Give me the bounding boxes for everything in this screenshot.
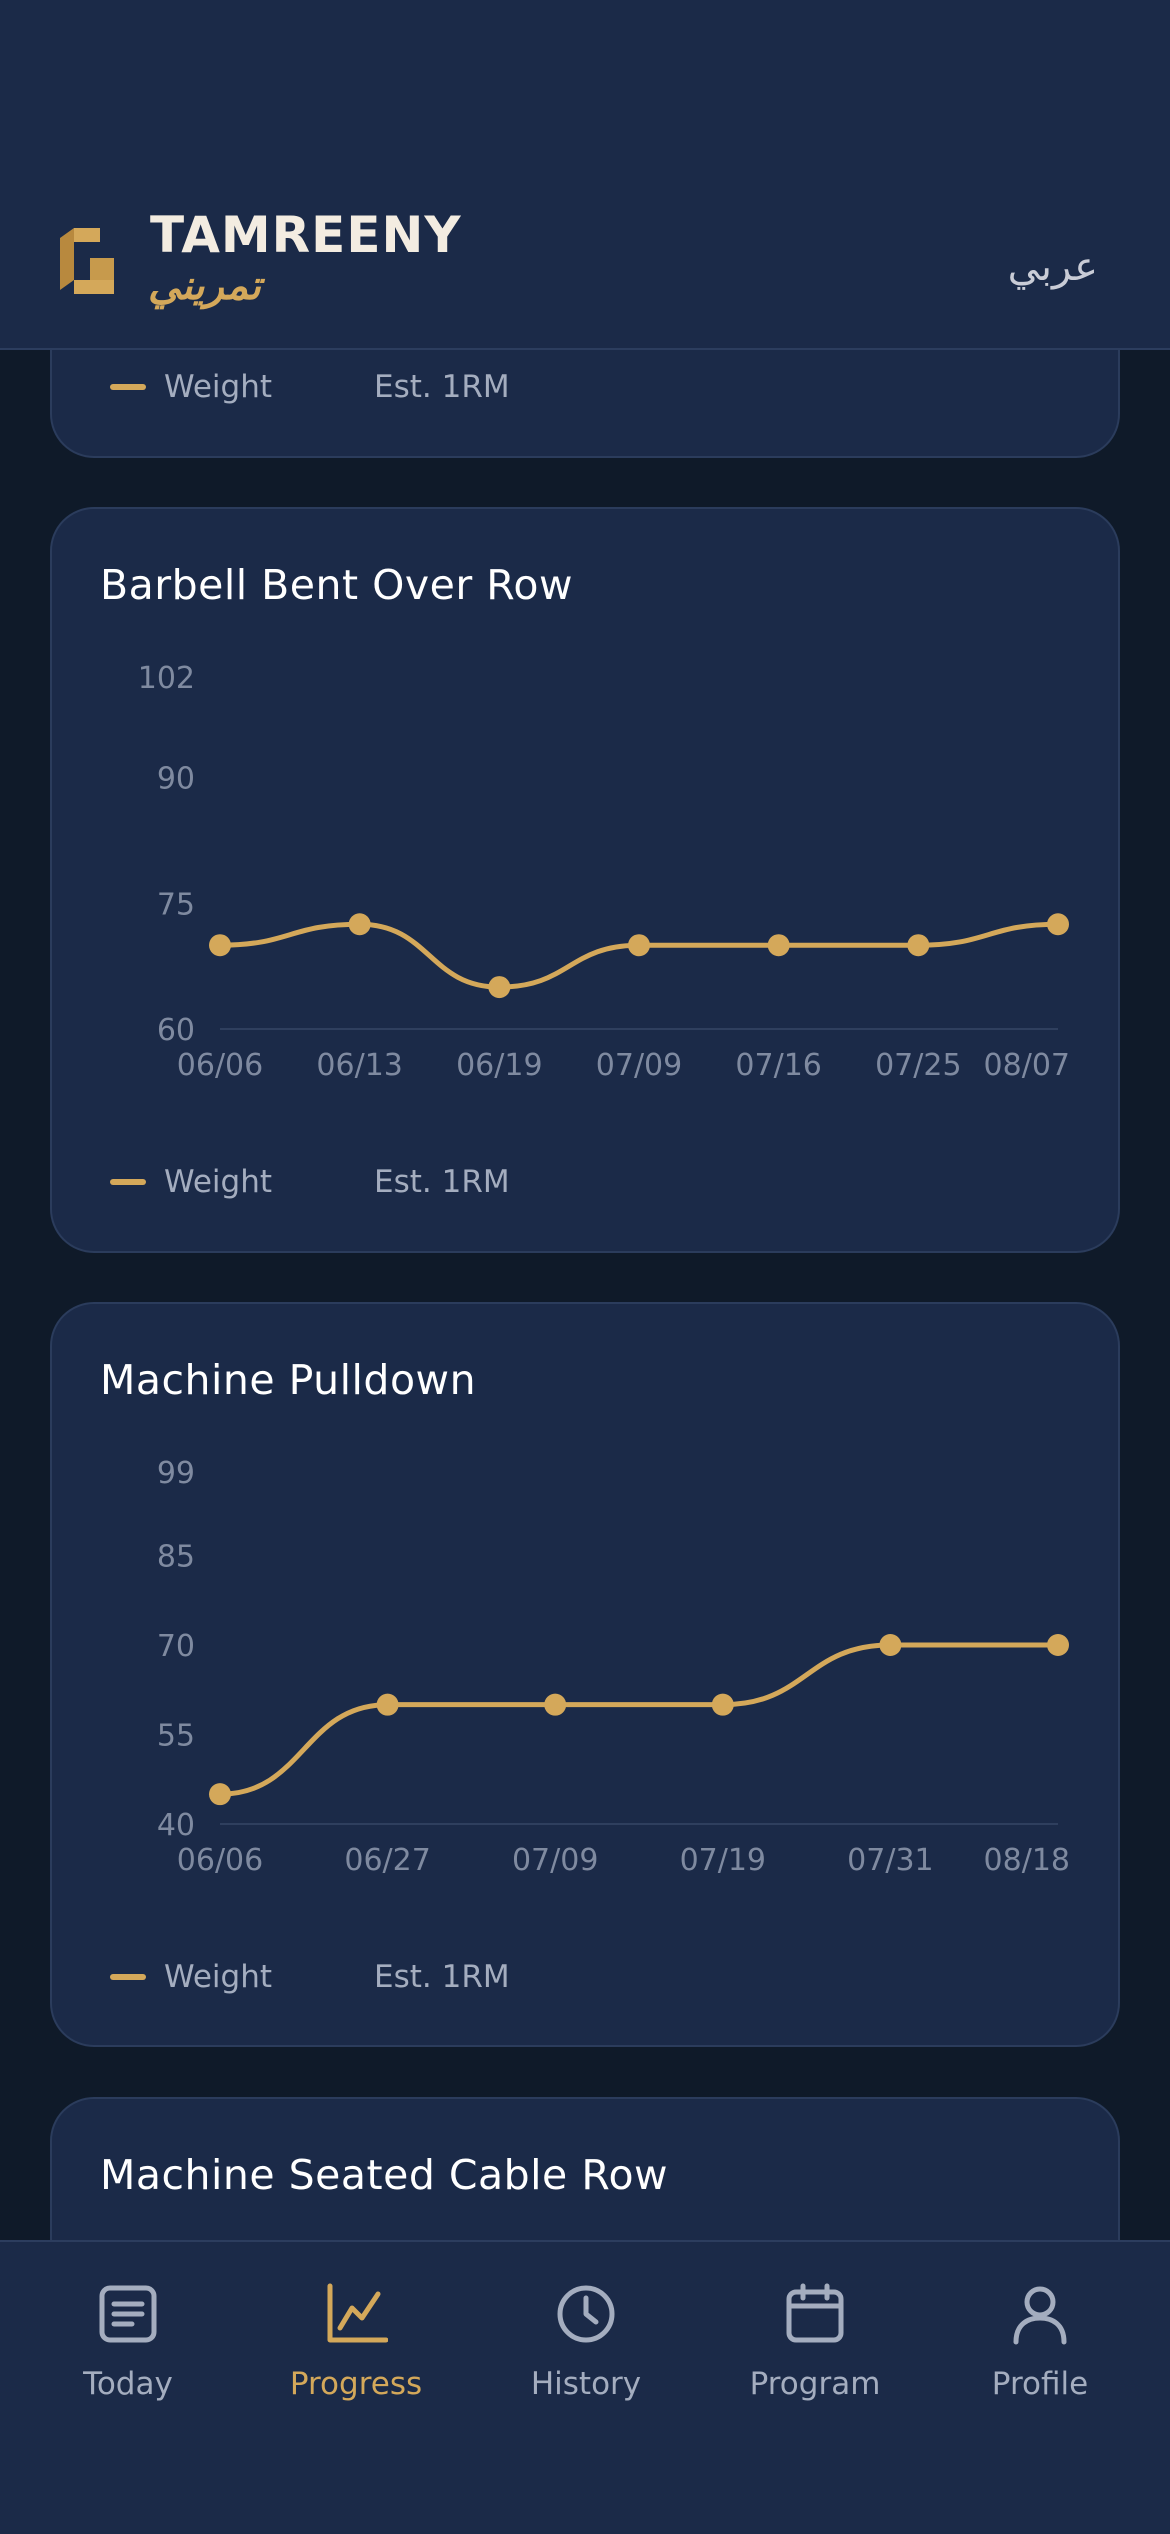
x-tick-label: 08/07 [984, 1048, 1070, 1083]
x-tick-label: 07/16 [735, 1048, 821, 1083]
legend-weight-label: Weight [164, 1164, 273, 1200]
x-tick-label: 07/09 [512, 1843, 598, 1878]
nav-progress[interactable]: Progress [266, 2282, 446, 2402]
data-point [711, 1693, 734, 1716]
x-tick-label: 06/27 [344, 1843, 430, 1878]
data-point [1047, 913, 1069, 936]
y-tick-label: 85 [157, 1540, 195, 1575]
nav-today[interactable]: Today [38, 2282, 218, 2402]
x-tick-label: 07/09 [596, 1048, 682, 1083]
x-tick-label: 07/31 [847, 1843, 933, 1878]
nav-label: History [530, 2366, 642, 2402]
data-point [209, 934, 231, 957]
x-tick-label: 06/06 [177, 1048, 263, 1083]
data-point [488, 976, 511, 999]
legend-est1rm-label: Est. 1RM [374, 369, 510, 405]
legend-weight-label: Weight [164, 369, 273, 405]
card-title: Machine Seated Cable Row [100, 2151, 669, 2199]
nav-label: Progress [289, 2366, 423, 2402]
nav-label: Program [749, 2366, 881, 2402]
calendar-icon [786, 2283, 844, 2343]
y-tick-label: 55 [157, 1719, 195, 1754]
brand-name: TAMREENY [150, 206, 462, 264]
legend-weight-swatch [110, 1974, 146, 1980]
chart-legend: Weight Est. 1RM [110, 1952, 510, 2002]
x-tick-label: 07/25 [875, 1048, 961, 1083]
y-tick-label: 70 [157, 1629, 195, 1664]
data-point [209, 1783, 231, 1806]
nav-history[interactable]: History [496, 2282, 676, 2402]
user-icon [1013, 2286, 1067, 2345]
data-point [879, 1634, 902, 1657]
data-point [348, 913, 371, 936]
data-point [376, 1693, 399, 1716]
brand-name-arabic: تمريني [148, 262, 261, 309]
chart-legend: Weight Est. 1RM [110, 1157, 510, 1207]
x-tick-label: 07/19 [680, 1843, 766, 1878]
bottom-navigation: Today Progress History Program Profile [0, 2240, 1170, 2534]
nav-profile[interactable]: Profile [950, 2282, 1130, 2402]
x-tick-label: 06/19 [456, 1048, 542, 1083]
app-header: TAMREENY تمريني عربي [0, 0, 1170, 350]
chart-legend: Weight Est. 1RM [110, 362, 510, 412]
exercise-card-barbell-bent-over-row: Barbell Bent Over Row 60 75 90 102 06/06 06/1… [50, 507, 1120, 1253]
legend-est1rm-label: Est. 1RM [374, 1164, 510, 1200]
data-point [628, 934, 650, 957]
nav-label: Profile [991, 2366, 1089, 2402]
y-tick-label: 60 [157, 1013, 195, 1048]
legend-weight-label: Weight [164, 1959, 273, 1995]
x-tick-label: 06/06 [177, 1843, 263, 1878]
nav-label: Today [83, 2366, 173, 2402]
exercise-card-machine-pulldown: Machine Pulldown 40 55 70 85 99 06/06 06/27 07/… [50, 1302, 1120, 2047]
language-toggle[interactable]: عربي [1007, 244, 1098, 290]
y-tick-label: 75 [157, 887, 195, 922]
x-tick-label: 08/18 [984, 1843, 1070, 1878]
card-title: Machine Pulldown [100, 1356, 477, 1404]
data-point [544, 1693, 567, 1716]
series-line-weight [219, 1642, 1058, 1797]
today-icon [99, 2285, 157, 2343]
y-tick-label: 102 [138, 661, 195, 696]
data-point [1047, 1634, 1069, 1657]
x-tick-label: 06/13 [316, 1048, 402, 1083]
progress-chart-barbell-bent-over-row: 60 75 90 102 06/06 06/13 06/19 07/09 07/16 07/25 0… [138, 661, 1070, 1083]
progress-chart-icon [327, 2283, 388, 2343]
nav-program[interactable]: Program [725, 2282, 905, 2402]
y-tick-label: 40 [157, 1808, 195, 1843]
card-title: Barbell Bent Over Row [100, 561, 574, 609]
legend-weight-swatch [110, 1179, 146, 1185]
y-tick-label: 99 [157, 1456, 195, 1491]
data-point [767, 934, 790, 957]
progress-chart-machine-pulldown: 40 55 70 85 99 06/06 06/27 07/09 07/19 07/31 08/18 [157, 1456, 1070, 1878]
clock-icon [557, 2285, 615, 2343]
tamreeny-logo-icon [60, 228, 114, 294]
data-point [907, 934, 930, 957]
legend-weight-swatch [110, 384, 146, 390]
legend-est1rm-label: Est. 1RM [374, 1959, 510, 1995]
y-tick-label: 90 [157, 762, 195, 797]
